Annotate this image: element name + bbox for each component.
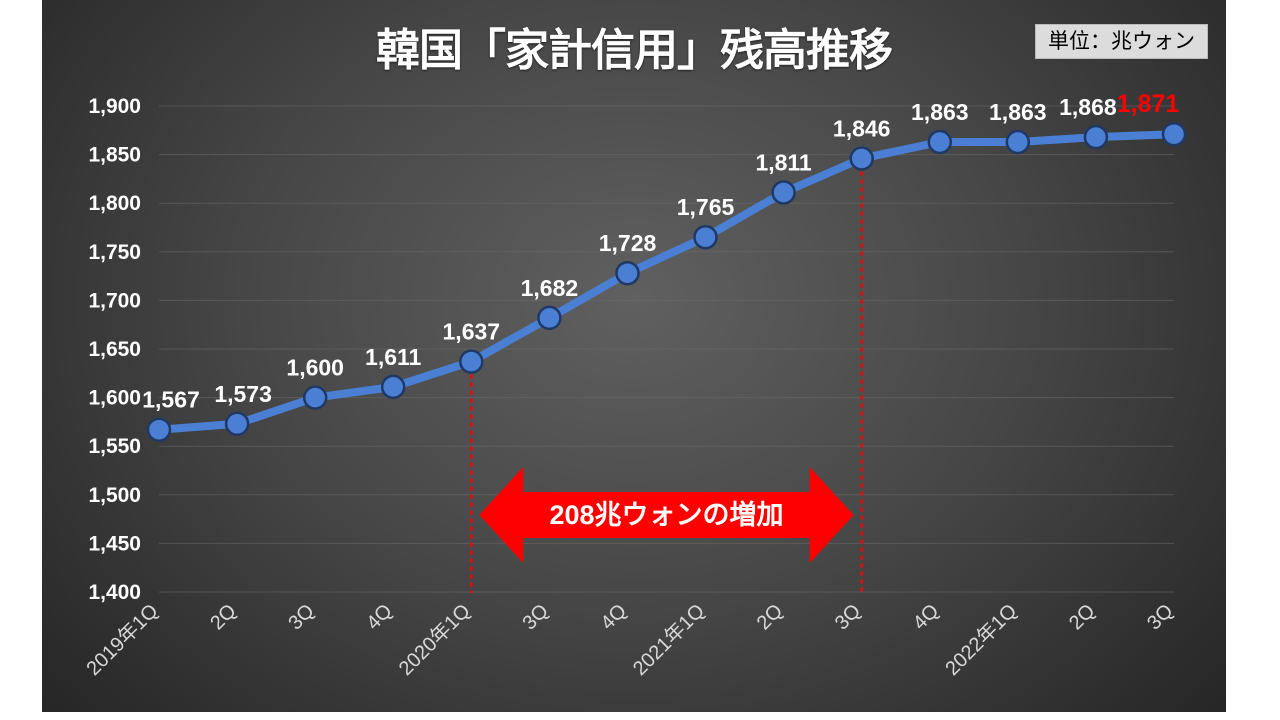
svg-text:2021年1Q: 2021年1Q [628, 599, 709, 680]
svg-text:2Q: 2Q [206, 600, 240, 634]
svg-text:1,900: 1,900 [88, 95, 141, 118]
svg-text:2020年1Q: 2020年1Q [394, 599, 475, 680]
svg-text:1,450: 1,450 [88, 532, 141, 555]
svg-text:1,800: 1,800 [88, 192, 141, 215]
svg-text:3Q: 3Q [519, 600, 553, 634]
svg-text:1,850: 1,850 [88, 144, 141, 167]
svg-text:2022年1Q: 2022年1Q [941, 599, 1022, 680]
svg-text:3Q: 3Q [831, 600, 865, 634]
svg-text:1,637: 1,637 [443, 319, 501, 345]
svg-text:4Q: 4Q [909, 600, 943, 634]
svg-text:2019年1Q: 2019年1Q [82, 599, 163, 680]
svg-text:4Q: 4Q [597, 600, 631, 634]
svg-text:3Q: 3Q [284, 600, 318, 634]
svg-text:1,573: 1,573 [214, 381, 272, 407]
svg-text:1,871: 1,871 [1117, 90, 1180, 118]
svg-text:1,500: 1,500 [88, 484, 141, 507]
svg-text:1,400: 1,400 [88, 581, 141, 604]
svg-text:208兆ウォンの増加: 208兆ウォンの増加 [549, 499, 783, 530]
svg-text:1,765: 1,765 [677, 194, 735, 220]
svg-text:1,863: 1,863 [989, 99, 1047, 125]
svg-text:4Q: 4Q [362, 600, 396, 634]
svg-text:1,750: 1,750 [88, 241, 141, 264]
svg-text:2Q: 2Q [753, 600, 787, 634]
svg-text:1,567: 1,567 [142, 387, 200, 413]
svg-text:1,811: 1,811 [755, 150, 811, 176]
svg-text:1,700: 1,700 [88, 289, 141, 312]
svg-text:1,650: 1,650 [88, 338, 141, 361]
svg-text:1,550: 1,550 [88, 435, 141, 458]
svg-text:1,611: 1,611 [365, 344, 421, 370]
svg-text:1,728: 1,728 [599, 230, 657, 256]
svg-text:1,682: 1,682 [521, 275, 579, 301]
svg-text:1,600: 1,600 [88, 387, 141, 410]
svg-text:1,600: 1,600 [286, 355, 344, 381]
svg-text:2Q: 2Q [1065, 600, 1099, 634]
svg-text:1,863: 1,863 [911, 99, 969, 125]
svg-text:1,868: 1,868 [1059, 94, 1117, 120]
svg-text:3Q: 3Q [1143, 600, 1177, 634]
svg-text:1,846: 1,846 [833, 116, 891, 142]
